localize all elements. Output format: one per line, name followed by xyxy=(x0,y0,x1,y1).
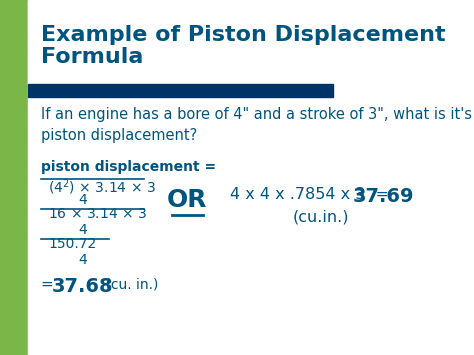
Text: 16 $\times$ 3.14 $\times$ 3: 16 $\times$ 3.14 $\times$ 3 xyxy=(48,207,147,221)
Bar xyxy=(0,0,28,355)
Bar xyxy=(28,0,370,95)
Text: 37.68: 37.68 xyxy=(52,277,113,296)
Text: (cu. in.): (cu. in.) xyxy=(101,277,159,291)
Text: 150.72: 150.72 xyxy=(48,237,97,251)
Text: If an engine has a bore of 4" and a stroke of 3", what is it's
piston displaceme: If an engine has a bore of 4" and a stro… xyxy=(41,107,472,143)
Text: 4: 4 xyxy=(78,253,87,267)
Text: Formula: Formula xyxy=(41,47,143,67)
Text: Example of Piston Displacement: Example of Piston Displacement xyxy=(41,25,445,45)
Text: $(4^2)$ $\times$ 3.14 $\times$ 3: $(4^2)$ $\times$ 3.14 $\times$ 3 xyxy=(48,177,156,197)
Text: =: = xyxy=(41,277,58,292)
Text: 37.69: 37.69 xyxy=(353,187,414,206)
Bar xyxy=(28,84,333,97)
Text: 4: 4 xyxy=(78,223,87,237)
Text: piston displacement =: piston displacement = xyxy=(41,160,216,174)
Text: OR: OR xyxy=(167,188,208,212)
Text: 4 x 4 x .7854 x 3  =: 4 x 4 x .7854 x 3 = xyxy=(230,187,394,202)
Text: 4: 4 xyxy=(78,193,87,207)
Text: (cu.in.): (cu.in.) xyxy=(293,209,349,224)
